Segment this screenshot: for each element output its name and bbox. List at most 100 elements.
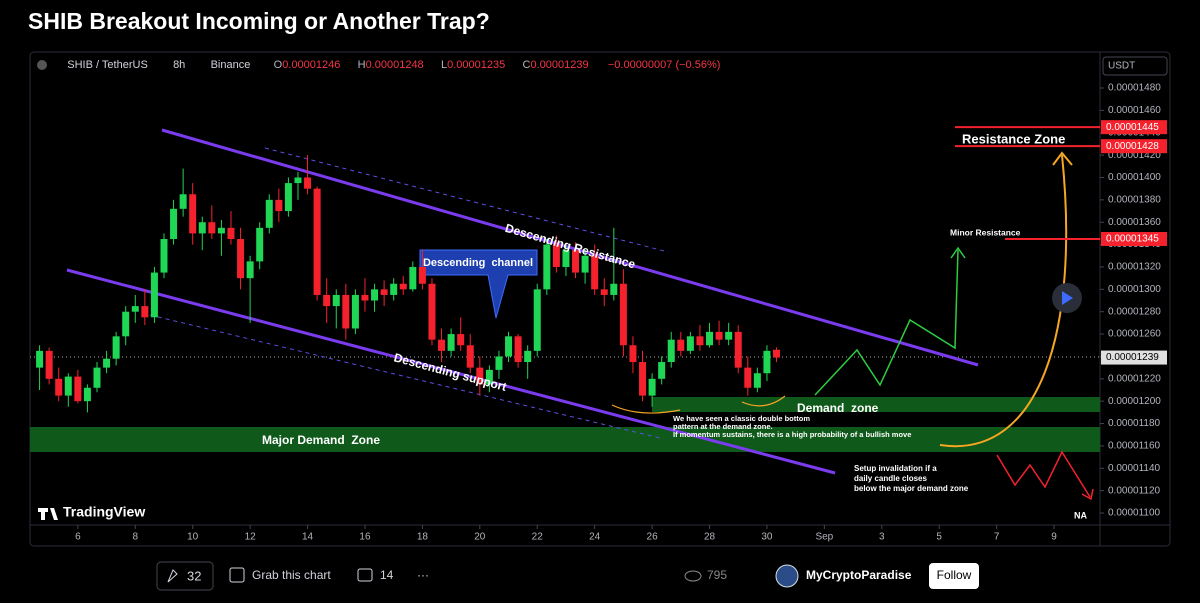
- grab-chart[interactable]: Grab this chart: [252, 568, 331, 582]
- y-tick-label: 0.00001320: [1108, 262, 1161, 273]
- comment-count[interactable]: 14: [380, 568, 394, 582]
- candle-body: [533, 289, 541, 351]
- y-tick-label: 0.00001360: [1108, 217, 1161, 228]
- boost-count: 32: [187, 568, 201, 583]
- candle-body: [485, 369, 493, 385]
- descending-resistance-line: [161, 128, 979, 367]
- channel-dash: [264, 147, 669, 253]
- y-tick-label: 0.00001120: [1108, 485, 1161, 496]
- candle-body: [304, 177, 312, 189]
- author[interactable]: MyCryptoParadise: [806, 568, 912, 582]
- avatar[interactable]: [775, 564, 799, 588]
- candle-body: [648, 378, 656, 396]
- level-label: 0.00001345: [1106, 234, 1159, 245]
- y-tick-label: 0.00001200: [1108, 396, 1161, 407]
- candle-body: [332, 294, 340, 307]
- x-tick-label: 14: [302, 532, 314, 543]
- candle-body: [208, 222, 216, 234]
- note-line: We have seen a classic double bottom: [673, 414, 810, 423]
- candle-body: [351, 294, 359, 329]
- candle-body: [103, 358, 111, 368]
- candle-body: [428, 283, 436, 340]
- x-tick-label: 6: [75, 532, 81, 543]
- major-demand-zone: [30, 427, 1100, 452]
- candle-body: [562, 250, 570, 267]
- more[interactable]: ···: [417, 568, 429, 582]
- grab-icon[interactable]: [229, 567, 245, 583]
- follow-button[interactable]: [929, 563, 979, 589]
- bullish-path: [814, 249, 959, 396]
- candle-body: [696, 336, 704, 346]
- last-price-tag: [1101, 350, 1167, 365]
- ohlc-value: 0.00001239: [530, 59, 588, 71]
- view-count: 795: [707, 568, 727, 582]
- annotation: Descending channel: [423, 257, 533, 269]
- candle-body: [581, 255, 589, 273]
- candle-body: [677, 339, 685, 351]
- candle-body: [409, 266, 417, 290]
- x-tick-label: 8: [132, 532, 138, 543]
- candle-body: [150, 272, 158, 318]
- level-label: 0.00001428: [1106, 141, 1159, 152]
- invalidation-line: Setup invalidation if a: [854, 464, 937, 473]
- y-tick-label: 0.00001140: [1108, 463, 1161, 474]
- candle-body: [763, 350, 771, 374]
- x-tick-label: 26: [647, 532, 659, 543]
- candle-body: [284, 183, 292, 212]
- candle-body: [399, 283, 407, 290]
- comment-icon[interactable]: [357, 568, 373, 582]
- rocket-icon: [167, 569, 178, 583]
- symbol: SHIB / TetherUS: [67, 59, 148, 71]
- candle-body: [524, 350, 532, 363]
- y-tick-label: 0.00001220: [1108, 373, 1161, 384]
- candle-body: [734, 331, 742, 368]
- candle-body: [658, 362, 666, 379]
- x-tick-label: 18: [417, 532, 429, 543]
- x-tick-label: 20: [474, 532, 486, 543]
- candle-body: [639, 362, 647, 396]
- x-tick-label: 3: [879, 532, 885, 543]
- candle-body: [495, 356, 503, 370]
- level-tag: [1101, 139, 1167, 154]
- x-tick-label: 22: [532, 532, 544, 543]
- candle-body: [198, 222, 206, 234]
- x-tick-label: 10: [187, 532, 199, 543]
- symbol-icon: [37, 60, 47, 70]
- y-tick-label: 0.00001460: [1108, 105, 1161, 116]
- y-tick-label: 0.00001180: [1108, 418, 1161, 429]
- note-line: If momentum sustains, there is a high pr…: [673, 430, 911, 439]
- candle-body: [457, 334, 465, 346]
- candle-body: [36, 350, 44, 368]
- exchange: Binance: [211, 59, 251, 71]
- candle-body: [476, 367, 484, 385]
- candle-body: [45, 350, 53, 379]
- candle-body: [74, 376, 82, 402]
- boost-button[interactable]: [156, 561, 214, 591]
- ohlc-value: 0.00001235: [447, 59, 505, 71]
- annotation: Resistance Zone: [962, 131, 1065, 146]
- candle-body: [418, 266, 426, 284]
- candle-body: [323, 294, 331, 307]
- follow[interactable]: Follow: [937, 568, 972, 582]
- descending-support-line: [66, 268, 836, 475]
- title: SHIB Breakout Incoming or Another Trap?: [28, 8, 490, 34]
- candle-body: [371, 289, 379, 301]
- candle-body: [246, 261, 254, 279]
- candle-body: [552, 244, 560, 267]
- level-tag: [1101, 120, 1167, 135]
- ohlc-label: C: [523, 59, 531, 71]
- y-tick-label: 0.00001260: [1108, 329, 1161, 340]
- candle-body: [505, 336, 513, 357]
- candle-body: [466, 345, 474, 368]
- candle-body: [64, 376, 72, 396]
- bottom-arc: [741, 395, 786, 407]
- y-tick-label: 0.00001420: [1108, 150, 1161, 161]
- breakout-curve: [939, 154, 1068, 448]
- note-line: pattern at the demand zone.: [673, 422, 773, 431]
- candle-body: [55, 378, 63, 396]
- candle-body: [217, 227, 225, 234]
- candle-body: [715, 331, 723, 340]
- currency-box[interactable]: [1102, 56, 1168, 76]
